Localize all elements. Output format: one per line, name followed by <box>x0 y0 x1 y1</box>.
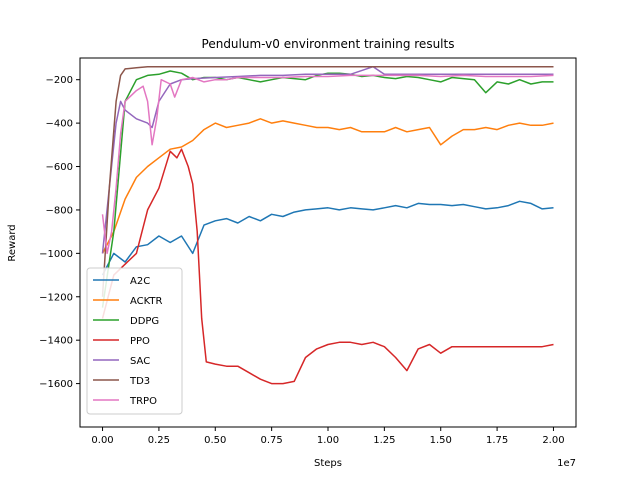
y-tick-label: −1000 <box>39 249 73 260</box>
legend-label-ddpg: DDPG <box>130 316 159 327</box>
legend-label-sac: SAC <box>130 356 150 367</box>
plot-area <box>101 65 554 385</box>
y-tick-label: −600 <box>46 162 73 173</box>
y-tick-label: −1600 <box>39 379 73 390</box>
y-tick-label: −800 <box>46 205 73 216</box>
y-tick-label: −200 <box>46 75 73 86</box>
x-tick-label: 1.75 <box>486 435 508 446</box>
series-line-sac <box>101 65 554 254</box>
legend-label-a2c: A2C <box>130 276 150 287</box>
x-tick-label: 0.00 <box>91 435 113 446</box>
series-line-trpo <box>101 74 554 255</box>
x-axis: 0.00 0.25 0.50 0.75 1.00 1.25 1.50 1.75 2.00 <box>91 427 565 446</box>
y-tick-label: −400 <box>46 119 73 130</box>
x-tick-label: 0.50 <box>204 435 226 446</box>
x-axis-offset-label: 1e7 <box>557 458 576 469</box>
x-tick-label: 0.25 <box>148 435 170 446</box>
series-line-a2c <box>101 200 554 276</box>
legend-label-trpo: TRPO <box>129 396 157 407</box>
series-line-ddpg <box>101 70 554 308</box>
series-line-acktr <box>101 118 554 254</box>
x-tick-label: 1.50 <box>430 435 452 446</box>
legend: A2C ACKTR DDPG PPO SAC TD3 TRPO <box>86 267 183 415</box>
y-axis: −1600 −1400 −1200 −1000 −800 −600 −400 −200 <box>39 75 80 390</box>
y-tick-label: −1400 <box>39 336 73 347</box>
y-tick-label: −1200 <box>39 292 73 303</box>
legend-label-ppo: PPO <box>130 336 150 347</box>
chart-title: Pendulum-v0 environment training results <box>202 37 455 51</box>
x-axis-title: Steps <box>314 458 342 469</box>
legend-label-td3: TD3 <box>129 376 150 387</box>
x-tick-label: 1.25 <box>373 435 395 446</box>
x-tick-label: 0.75 <box>261 435 283 446</box>
x-tick-label: 1.00 <box>317 435 339 446</box>
x-tick-label: 2.00 <box>542 435 564 446</box>
series-line-ppo <box>101 148 554 385</box>
legend-label-acktr: ACKTR <box>130 296 163 307</box>
series-line-td3 <box>101 65 554 297</box>
legend-box <box>86 267 183 415</box>
y-axis-title: Reward <box>7 224 18 261</box>
